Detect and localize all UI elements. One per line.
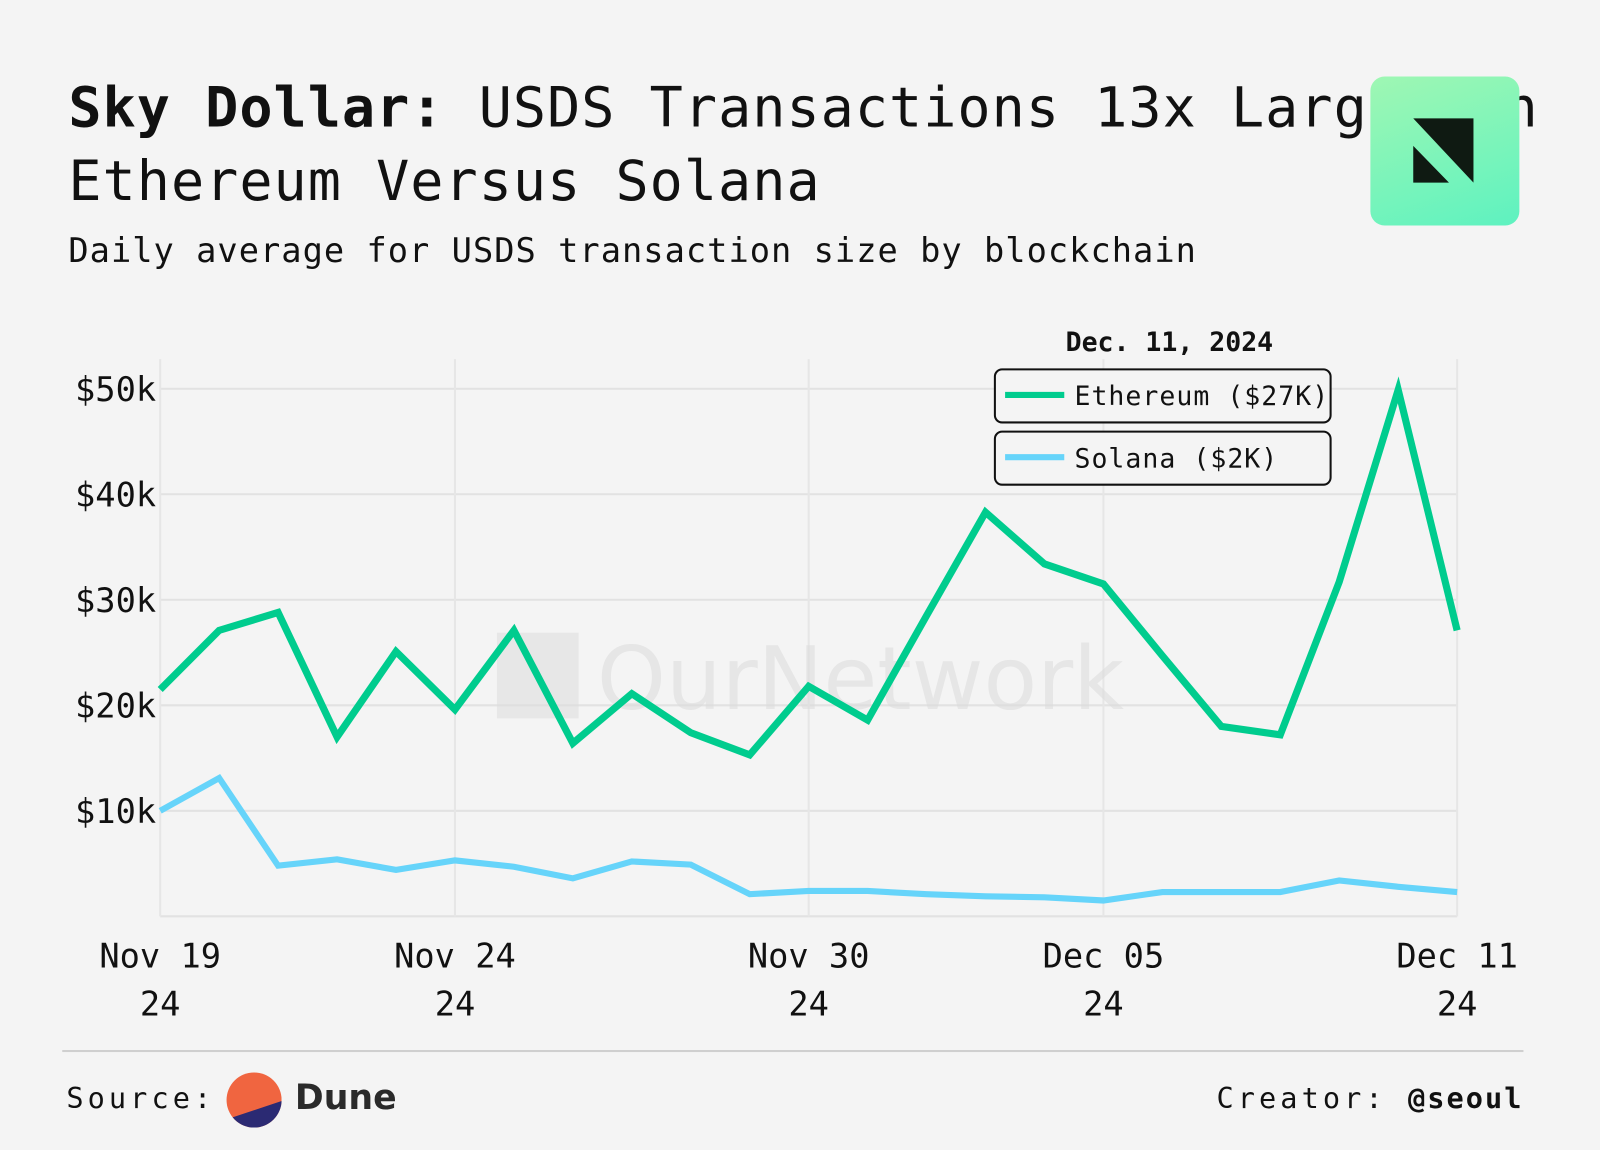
x-tick-label-year: 24 [788, 984, 829, 1023]
title-rest: USDS Transactions 13x Larger on Ethereum… [68, 75, 1539, 214]
x-tick-label: Dec 11 [1396, 936, 1518, 975]
legend-box [993, 430, 1332, 486]
x-tick-label-year: 24 [1437, 984, 1478, 1023]
source-name: Dune [294, 1077, 397, 1119]
x-tick-label: Dec 05 [1043, 936, 1165, 975]
legend-title: Dec. 11, 2024 [1066, 327, 1274, 358]
x-tick-label-year: 24 [1083, 984, 1124, 1023]
legend-label: Solana ($2K) [1074, 443, 1278, 474]
creator-label: Creator: [1216, 1081, 1387, 1116]
legend-label: Ethereum ($27K) [1074, 381, 1329, 412]
chart-title: Sky Dollar: USDS Transactions 13x Larger… [68, 71, 1600, 218]
y-tick-label: $20k [75, 687, 156, 726]
creator-credit: Creator: @seoul [1216, 1082, 1523, 1116]
ournetwork-logo-icon [1370, 76, 1520, 226]
dune-logo-icon [226, 1072, 282, 1128]
legend-box [993, 368, 1332, 424]
x-tick-label-year: 24 [435, 984, 476, 1023]
source-label: Source: [66, 1081, 216, 1116]
chart-subtitle: Daily average for USDS transaction size … [68, 230, 1197, 271]
y-tick-label: $10k [75, 792, 156, 831]
x-tick-label: Nov 24 [394, 936, 516, 975]
y-tick-label: $50k [75, 370, 156, 409]
footer-divider [62, 1049, 1524, 1053]
line-chart: $10k $20k $30k $40k $50k Nov 19 24 Nov 24 24 Nov … [75, 327, 1518, 1023]
creator-handle: @seoul [1407, 1081, 1524, 1116]
y-tick-label: $30k [75, 581, 156, 620]
title-bold: Sky Dollar: [68, 75, 445, 140]
series-line-ethereum [157, 376, 1461, 760]
x-tick-label: Nov 19 [99, 936, 221, 975]
x-tick-label: Nov 30 [748, 936, 870, 975]
y-tick-label: $40k [75, 476, 156, 515]
x-tick-label-year: 24 [140, 984, 181, 1023]
series-line-solana [158, 774, 1458, 904]
